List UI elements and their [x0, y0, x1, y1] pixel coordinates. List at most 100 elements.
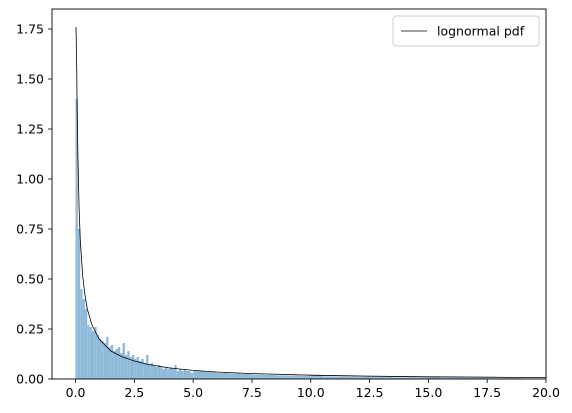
histogram-bar [117, 347, 121, 379]
histogram-bar [141, 359, 144, 379]
histogram-bar [82, 299, 85, 379]
x-tick-label: 12.5 [356, 385, 384, 400]
histogram-bar [155, 367, 158, 379]
histogram-bar [136, 357, 140, 379]
histogram-bar [463, 378, 476, 379]
x-axis: 0.0 2.5 5.0 7.5 10.0 12.5 15.0 17.5 20.0 [66, 379, 560, 400]
histogram-bar [190, 373, 194, 379]
histogram-bar [120, 353, 123, 379]
legend-box [392, 15, 540, 47]
histogram-bar [393, 377, 405, 379]
histogram-bar [176, 371, 180, 379]
histogram-bar [299, 376, 311, 379]
y-tick-label: 1.00 [16, 172, 44, 187]
histogram-bar [164, 367, 168, 379]
x-tick-label: 0.0 [66, 385, 86, 400]
histogram-bars [75, 99, 546, 379]
histogram-bar [160, 367, 163, 379]
histogram-bar [171, 369, 175, 379]
histogram-bar [404, 377, 417, 379]
histogram-bar [84, 309, 88, 379]
histogram-bar [153, 365, 156, 379]
histogram-bar [122, 343, 125, 379]
histogram-bar [129, 357, 132, 379]
lognormal-pdf-curve [75, 26, 547, 378]
y-tick-label: 0.50 [16, 272, 44, 287]
histogram-bar [77, 229, 81, 379]
histogram-bar [103, 343, 107, 379]
histogram-bar [357, 377, 370, 379]
histogram-bar [110, 345, 114, 379]
histogram-bar [101, 341, 104, 379]
histogram-bar [134, 359, 137, 379]
y-axis: 0.00 0.25 0.50 0.75 1.00 1.25 1.50 1.75 [16, 22, 52, 387]
histogram-bar [99, 339, 102, 379]
histogram-bar [204, 372, 217, 379]
histogram-bar [89, 327, 92, 379]
histogram-bar [183, 369, 187, 379]
histogram-bar [150, 363, 154, 379]
histogram-bar [169, 367, 172, 379]
legend: lognormal pdf [392, 15, 540, 47]
histogram-bar [113, 351, 116, 379]
histogram-bar [381, 377, 394, 379]
histogram-bar [106, 337, 109, 379]
histogram-bar [167, 369, 170, 379]
histogram-bar [75, 99, 78, 379]
histogram-bar [146, 355, 149, 379]
histogram-bar [275, 375, 288, 379]
y-tick-label: 0.75 [16, 222, 44, 237]
y-tick-label: 1.50 [16, 72, 44, 87]
histogram-bar [416, 377, 429, 379]
x-tick-label: 2.5 [124, 385, 144, 400]
histogram-bar [94, 327, 97, 379]
histogram-bar [124, 355, 128, 379]
histogram-bar [287, 375, 299, 379]
x-tick-label: 10.0 [297, 385, 325, 400]
histogram-bar [216, 373, 229, 379]
axes-frame [51, 8, 547, 380]
histogram-bar [440, 377, 452, 379]
y-tick-label: 0.25 [16, 322, 44, 337]
histogram-bar [475, 378, 488, 379]
histogram-bar [179, 369, 182, 379]
histogram-bar [188, 371, 191, 379]
histogram-bar [181, 371, 184, 379]
histogram-bar [428, 377, 441, 379]
histogram-bar [115, 349, 118, 379]
histogram-bar [162, 369, 165, 379]
x-tick-label: 20.0 [532, 385, 560, 400]
histogram-bar [322, 376, 335, 379]
y-tick-label: 1.25 [16, 122, 44, 137]
histogram-bar [193, 371, 205, 379]
histogram-bar [263, 375, 276, 379]
histogram-bar [143, 363, 147, 379]
histogram-bar [127, 351, 130, 379]
histogram-bar [310, 375, 323, 379]
histogram-bar [251, 374, 264, 379]
histogram-bar [346, 376, 358, 379]
histogram-bar [228, 373, 241, 379]
histogram-bar [139, 361, 142, 379]
histogram-bar [240, 374, 252, 379]
histogram-bar [186, 371, 189, 379]
x-tick-label: 5.0 [183, 385, 203, 400]
histogram-bar [108, 347, 111, 379]
histogram-bar [96, 335, 100, 379]
x-tick-label: 17.5 [473, 385, 501, 400]
histogram-bar [148, 365, 151, 379]
y-tick-label: 0.00 [16, 372, 44, 387]
histogram-bar [87, 325, 90, 379]
x-tick-label: 7.5 [242, 385, 262, 400]
legend-label: lognormal pdf [437, 24, 525, 39]
x-tick-label: 15.0 [414, 385, 442, 400]
y-tick-label: 1.75 [16, 22, 44, 37]
histogram-bar [369, 377, 382, 379]
histogram-bar [80, 289, 83, 379]
histogram-bar [91, 331, 95, 379]
histogram-bar [174, 365, 177, 379]
histogram-bar [334, 376, 347, 379]
histogram-bar [131, 355, 135, 379]
